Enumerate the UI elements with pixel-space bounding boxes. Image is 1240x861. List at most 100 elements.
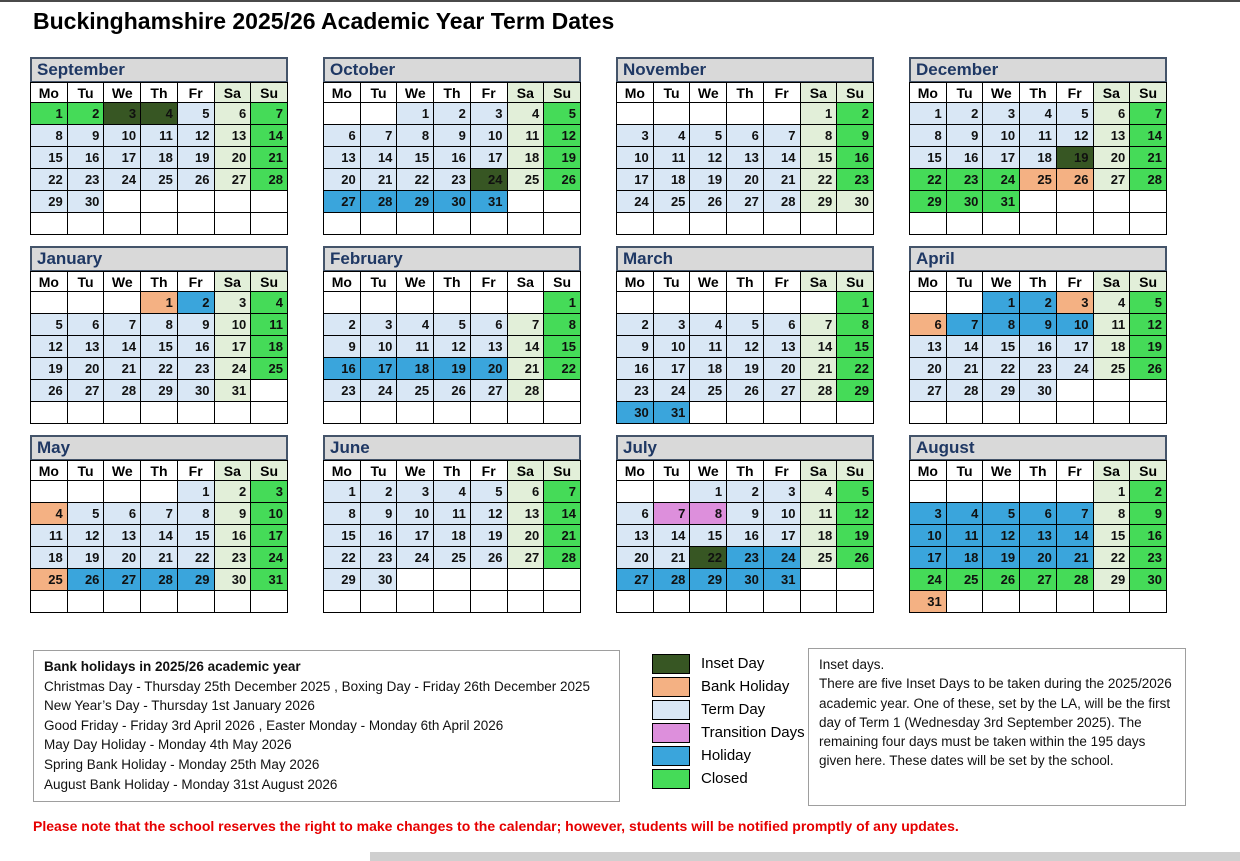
day-cell <box>616 102 654 125</box>
month-calendar: January Mo Tu We Th Fr Sa Su 1 2 3 4 5 6 7 8 9 10 11 12 13 14… <box>30 246 288 424</box>
day-cell <box>652 590 691 613</box>
day-cell: 25 <box>250 357 288 380</box>
day-cell: 14 <box>762 146 801 169</box>
day-cell: 12 <box>543 124 581 147</box>
day-cell: 7 <box>250 102 288 125</box>
day-cell <box>213 590 252 613</box>
day-cell <box>762 102 801 125</box>
day-cell: 29 <box>689 568 728 591</box>
day-cell: 12 <box>689 146 728 169</box>
day-cell <box>836 590 874 613</box>
day-cell: 8 <box>140 313 178 336</box>
day-cell: 22 <box>1092 546 1131 569</box>
day-cell: 2 <box>213 480 252 503</box>
day-cell <box>469 401 508 424</box>
day-cell: 5 <box>726 313 764 336</box>
legend-color-swatch-icon <box>652 653 690 674</box>
dow-header: Th <box>433 460 471 481</box>
day-cell: 19 <box>726 357 764 380</box>
legend-item: Transition Days <box>652 721 805 744</box>
day-cell: 17 <box>762 524 801 547</box>
day-cell <box>909 480 947 503</box>
dow-header: Fr <box>176 460 215 481</box>
day-cell: 14 <box>359 146 398 169</box>
day-cell: 30 <box>66 190 105 213</box>
day-cell: 3 <box>213 291 252 314</box>
day-cell: 30 <box>726 568 764 591</box>
day-cell <box>213 401 252 424</box>
day-cell: 8 <box>396 124 435 147</box>
legend-color-swatch-icon <box>652 676 690 697</box>
day-cell: 9 <box>66 124 105 147</box>
day-cell <box>66 212 105 235</box>
month-calendar: May Mo Tu We Th Fr Sa Su 1 2 3 4 5 6 7 8 9 10 11 12 13 14 15 16… <box>30 435 288 613</box>
day-cell: 17 <box>250 524 288 547</box>
dow-header: Tu <box>66 82 105 103</box>
dow-header: We <box>103 460 142 481</box>
day-cell <box>982 590 1021 613</box>
day-cell: 22 <box>30 168 68 191</box>
day-cell: 20 <box>213 146 252 169</box>
day-cell: 1 <box>543 291 581 314</box>
day-cell: 5 <box>176 102 215 125</box>
day-cell: 15 <box>323 524 361 547</box>
dow-header: Th <box>726 82 764 103</box>
day-cell <box>140 401 178 424</box>
day-cell: 17 <box>469 146 508 169</box>
day-cell: 18 <box>1092 335 1131 358</box>
day-cell: 6 <box>1019 502 1057 525</box>
day-cell <box>543 401 581 424</box>
day-cell: 22 <box>982 357 1021 380</box>
bank-holidays-lines: Christmas Day - Thursday 25th December 2… <box>44 677 609 795</box>
dow-header: Th <box>1019 460 1057 481</box>
day-cell <box>506 190 545 213</box>
dow-header: Tu <box>652 82 691 103</box>
day-cell: 2 <box>836 102 874 125</box>
day-cell: 28 <box>140 568 178 591</box>
day-cell: 7 <box>103 313 142 336</box>
dow-header: Th <box>140 460 178 481</box>
legend-label: Term Day <box>701 701 766 718</box>
day-cell: 29 <box>323 568 361 591</box>
day-cell: 17 <box>359 357 398 380</box>
dow-header: Mo <box>616 460 654 481</box>
day-cell: 16 <box>176 335 215 358</box>
day-cell: 25 <box>1019 168 1057 191</box>
legend-color-swatch-icon <box>652 745 690 766</box>
day-cell <box>103 190 142 213</box>
dow-header: Mo <box>30 460 68 481</box>
day-cell: 30 <box>616 401 654 424</box>
day-cell: 4 <box>689 313 728 336</box>
day-cell <box>176 190 215 213</box>
day-cell <box>1055 212 1094 235</box>
day-cell <box>176 401 215 424</box>
day-cell: 9 <box>213 502 252 525</box>
day-cell: 2 <box>323 313 361 336</box>
day-cell <box>506 568 545 591</box>
day-cell: 15 <box>689 524 728 547</box>
day-cell <box>726 291 764 314</box>
day-cell <box>359 102 398 125</box>
day-cell: 25 <box>1092 357 1131 380</box>
dow-header: Fr <box>469 460 508 481</box>
month-calendar: November Mo Tu We Th Fr Sa Su 1 2 3 4 5 6 7 8 9 10 11 12 13 1… <box>616 57 874 235</box>
day-cell <box>982 401 1021 424</box>
day-cell: 27 <box>103 568 142 591</box>
day-cell <box>616 212 654 235</box>
day-cell <box>250 212 288 235</box>
day-cell: 15 <box>799 146 838 169</box>
day-cell: 18 <box>396 357 435 380</box>
day-cell: 11 <box>799 502 838 525</box>
day-cell: 16 <box>1019 335 1057 358</box>
day-cell: 12 <box>66 524 105 547</box>
day-cell: 21 <box>250 146 288 169</box>
day-cell <box>359 212 398 235</box>
day-cell <box>909 401 947 424</box>
day-cell: 6 <box>726 124 764 147</box>
day-cell <box>689 212 728 235</box>
day-cell: 29 <box>909 190 947 213</box>
month-calendar: July Mo Tu We Th Fr Sa Su 1 2 3 4 5 6 7 8 9 10 11 12 13 14 15 1… <box>616 435 874 613</box>
dow-header: Fr <box>762 460 801 481</box>
day-cell: 3 <box>652 313 691 336</box>
day-cell: 8 <box>982 313 1021 336</box>
